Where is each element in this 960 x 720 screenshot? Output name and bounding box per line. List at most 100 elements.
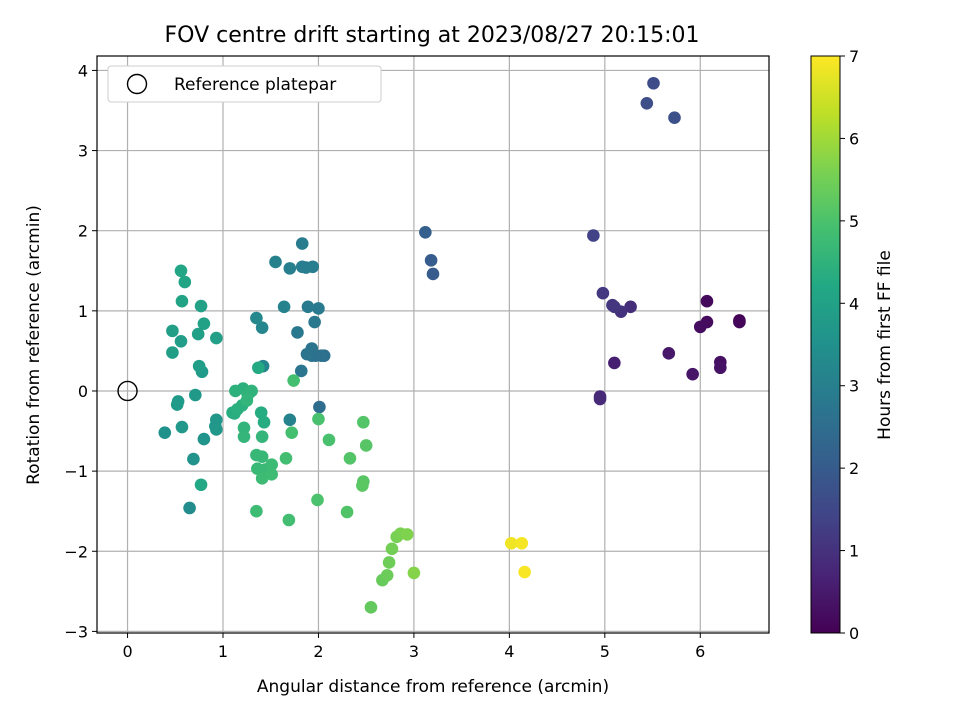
y-tick-label: 1 xyxy=(78,302,88,321)
x-tick-label: 3 xyxy=(409,642,419,661)
x-tick-label: 1 xyxy=(218,642,228,661)
x-tick-label: 6 xyxy=(695,642,705,661)
y-tick-label: 0 xyxy=(78,382,88,401)
x-tick-label: 2 xyxy=(313,642,323,661)
data-point xyxy=(265,458,278,472)
data-point xyxy=(175,420,189,434)
data-point xyxy=(189,388,202,402)
data-point xyxy=(343,451,357,465)
data-point xyxy=(210,413,223,427)
data-point xyxy=(183,501,196,515)
data-point xyxy=(385,542,399,556)
legend-label: Reference platepar xyxy=(174,75,336,95)
y-tick-label: 4 xyxy=(78,61,88,80)
data-point xyxy=(380,569,394,582)
y-tick-label: −1 xyxy=(64,462,88,481)
data-point xyxy=(166,324,179,338)
data-point xyxy=(285,426,299,439)
y-tick-label: 2 xyxy=(78,222,88,241)
data-point xyxy=(255,321,269,334)
data-point xyxy=(662,347,676,360)
data-point xyxy=(300,347,314,361)
data-point xyxy=(515,536,529,550)
colorbar-tick-label: 4 xyxy=(849,294,859,313)
data-point xyxy=(624,300,637,314)
colorbar-tick-label: 2 xyxy=(849,459,859,478)
data-point xyxy=(733,315,746,329)
data-point xyxy=(340,505,354,519)
data-point xyxy=(640,96,654,110)
x-tick-label: 4 xyxy=(504,642,514,661)
data-point xyxy=(257,415,271,429)
y-tick-label: −3 xyxy=(64,622,88,641)
data-point xyxy=(254,406,268,419)
data-point xyxy=(210,331,223,345)
data-point xyxy=(686,367,699,381)
data-point xyxy=(175,294,189,308)
x-axis-ticks: 0 1 2 3 4 5 6 xyxy=(122,633,705,661)
data-point xyxy=(158,426,172,439)
data-point xyxy=(407,566,421,580)
data-point xyxy=(191,327,205,341)
data-point xyxy=(265,468,278,481)
grid-lines xyxy=(97,56,769,633)
data-point xyxy=(194,478,208,492)
data-point xyxy=(252,361,265,375)
data-point xyxy=(194,299,208,313)
data-point xyxy=(608,356,621,370)
data-points xyxy=(158,76,746,614)
data-point xyxy=(504,536,518,550)
data-point xyxy=(608,300,621,314)
data-point xyxy=(291,326,304,339)
data-point xyxy=(596,286,610,300)
data-point xyxy=(593,392,607,406)
colorbar-tick-label: 1 xyxy=(849,542,859,561)
x-tick-label: 5 xyxy=(600,642,610,661)
reference-platepar-marker xyxy=(117,380,138,402)
colorbar-tick-label: 0 xyxy=(849,624,859,643)
y-axis-label: Rotation from reference (arcmin) xyxy=(24,205,44,485)
data-point xyxy=(237,421,251,435)
data-point xyxy=(587,229,600,242)
data-point xyxy=(166,346,179,359)
data-point xyxy=(382,556,396,569)
data-point xyxy=(250,311,263,325)
data-point xyxy=(192,359,206,373)
data-point xyxy=(255,472,269,485)
data-point xyxy=(419,226,432,239)
data-point xyxy=(359,439,373,452)
data-point xyxy=(269,255,282,269)
data-point xyxy=(322,433,336,447)
data-point xyxy=(400,528,414,541)
colorbar-tick-label: 5 xyxy=(849,212,859,231)
data-point xyxy=(287,374,300,387)
colorbar-label: Hours from first FF file xyxy=(875,250,895,440)
data-point xyxy=(700,294,714,308)
y-tick-label: −2 xyxy=(64,542,88,561)
colorbar: 0 1 2 3 4 5 6 7 Hours from first FF file xyxy=(810,47,895,643)
data-point xyxy=(308,315,321,329)
colorbar-tick-label: 6 xyxy=(849,129,859,148)
data-point xyxy=(187,452,200,466)
data-point xyxy=(364,601,378,614)
data-point xyxy=(312,302,325,315)
data-point xyxy=(714,361,727,375)
data-point xyxy=(283,262,297,275)
data-point xyxy=(311,493,324,507)
data-point xyxy=(312,412,325,426)
data-point xyxy=(295,237,309,250)
data-point xyxy=(693,320,707,334)
data-point xyxy=(170,398,184,411)
data-point xyxy=(178,275,192,289)
data-point xyxy=(647,76,660,90)
y-axis-ticks: −3 −2 −1 0 1 2 3 4 xyxy=(64,61,97,641)
data-point xyxy=(294,364,308,378)
data-point xyxy=(237,430,251,443)
y-tick-label: 3 xyxy=(78,142,88,161)
data-point xyxy=(518,565,531,579)
data-point xyxy=(424,254,438,267)
data-point xyxy=(255,430,269,443)
data-point xyxy=(245,384,258,398)
x-axis-label: Angular distance from reference (arcmin) xyxy=(257,677,609,697)
